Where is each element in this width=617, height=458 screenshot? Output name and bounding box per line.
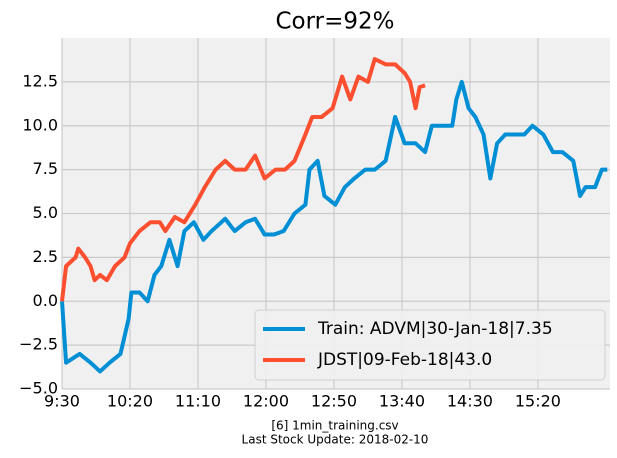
x-tick-label: 12:00 (243, 392, 289, 411)
legend-label: JDST|09-Feb-18|43.0 (317, 350, 492, 370)
footnote: [6] 1min_training.csv (271, 419, 398, 433)
x-tick-label: 9:30 (44, 392, 80, 411)
x-tick-label: 12:50 (311, 392, 357, 411)
x-tick-label: 11:10 (175, 392, 221, 411)
x-tick-label: 15:20 (515, 392, 561, 411)
footnote: Last Stock Update: 2018-02-10 (242, 433, 429, 447)
y-tick-label: −5.0 (19, 379, 58, 398)
y-tick-label: 2.5 (33, 247, 58, 266)
y-tick-label: 12.5 (22, 71, 58, 90)
y-tick-label: −2.5 (19, 335, 58, 354)
y-tick-label: 7.5 (33, 159, 58, 178)
x-tick-label: 14:30 (447, 392, 493, 411)
y-tick-label: 5.0 (33, 203, 58, 222)
x-tick-label: 10:20 (107, 392, 153, 411)
legend-box (254, 309, 606, 381)
y-tick-label: 0.0 (33, 291, 58, 310)
legend-label: Train: ADVM|30-Jan-18|7.35 (317, 319, 553, 339)
x-tick-label: 13:40 (379, 392, 425, 411)
data-line (60, 79, 608, 374)
chart-title: Corr=92% (275, 9, 394, 35)
legend: Train: ADVM|30-Jan-18|7.35 JDST|09-Feb-18… (254, 309, 606, 381)
data-line (60, 57, 426, 302)
y-tick-label: 10.0 (22, 115, 58, 134)
